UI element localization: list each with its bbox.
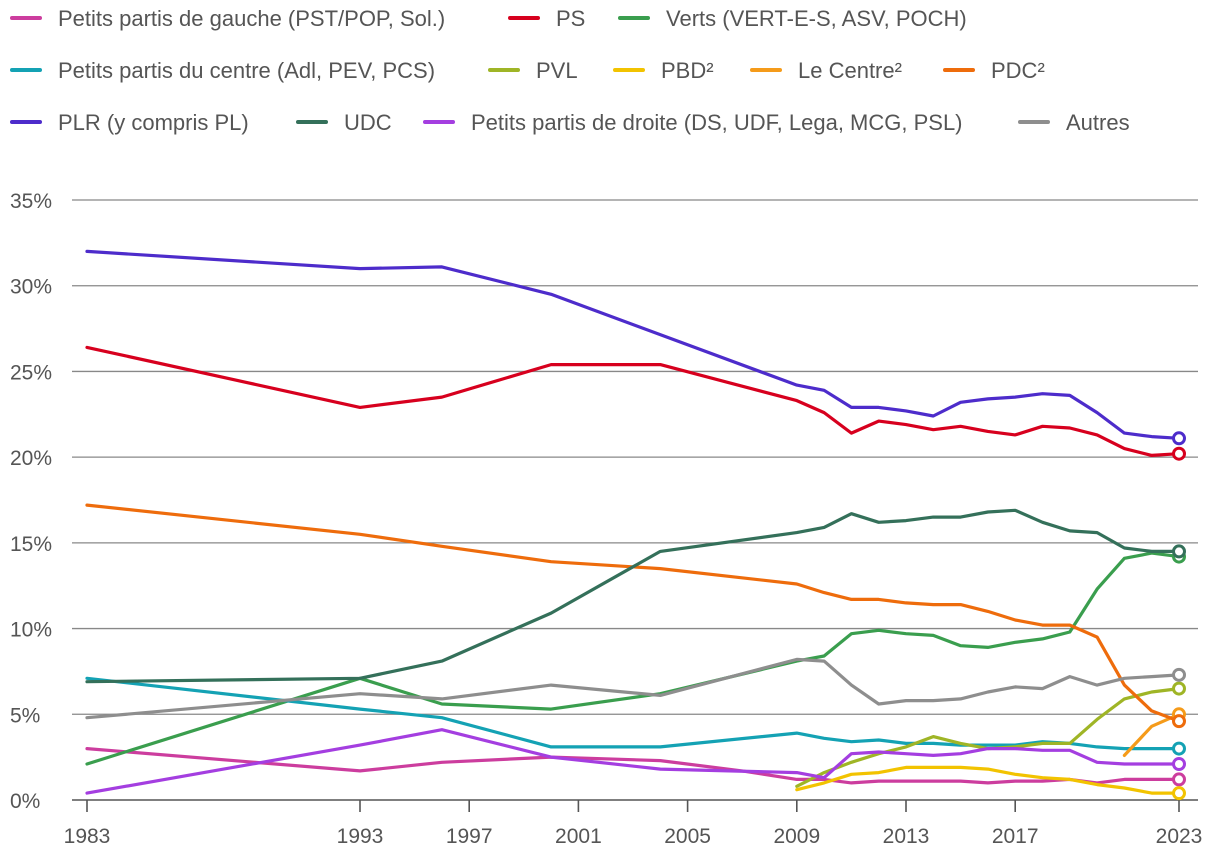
legend-label: PDC² — [991, 58, 1045, 83]
end-marker-petits-partis-du-centre-adl-pev-pcs — [1172, 741, 1186, 756]
y-tick-label: 35% — [10, 190, 52, 213]
series-line-petits-partis-de-droite-ds-udf-lega-mcg-psl — [85, 728, 1181, 795]
legend-label: Petits partis du centre (Adl, PEV, PCS) — [58, 58, 435, 83]
y-tick-label: 20% — [10, 447, 52, 470]
end-marker-pvl — [1172, 681, 1186, 696]
series-lines — [85, 249, 1181, 795]
series-line-udc — [85, 508, 1181, 684]
x-tick-label: 2001 — [555, 825, 602, 848]
series-line-ps — [85, 345, 1181, 457]
legend-item-petits-partis-de-gauche-pst-pop-sol: Petits partis de gauche (PST/POP, Sol.) — [10, 6, 445, 31]
legend-label: PVL — [536, 58, 578, 83]
legend-label: Autres — [1066, 110, 1130, 135]
y-tick-label: 0% — [10, 790, 40, 813]
legend-label: Verts (VERT-E-S, ASV, POCH) — [666, 6, 967, 31]
y-tick-label: 5% — [10, 704, 40, 727]
series-line-autres — [85, 657, 1181, 720]
legend-label: Petits partis de gauche (PST/POP, Sol.) — [58, 6, 445, 31]
legend-item-pvl: PVL — [488, 58, 578, 83]
x-tick-label: 1993 — [337, 825, 384, 848]
x-tick-label: 2013 — [883, 825, 930, 848]
end-marker-udc — [1172, 544, 1186, 559]
x-tick-label: 1997 — [446, 825, 493, 848]
end-marker-petits-partis-de-droite-ds-udf-lega-mcg-psl — [1172, 757, 1186, 771]
gridlines — [72, 199, 1198, 801]
x-tick-label: 1983 — [64, 825, 111, 848]
x-axis-ticks: 1983 1993 1997 2001 2005 2009 2013 2017 2023 — [64, 800, 1203, 848]
legend-label: Petits partis de droite (DS, UDF, Lega, … — [471, 110, 963, 135]
end-marker-autres — [1172, 667, 1186, 682]
end-marker-petits-partis-de-gauche-pst-pop-sol — [1172, 772, 1186, 787]
legend-label: PBD² — [661, 58, 714, 83]
end-marker-pbd — [1172, 786, 1186, 801]
legend-item-le-centre: Le Centre² — [750, 58, 902, 83]
legend: Petits partis de gauche (PST/POP, Sol.) P… — [10, 6, 1130, 135]
y-tick-label: 30% — [10, 276, 52, 299]
legend-item-pdc: PDC² — [943, 58, 1045, 83]
series-end-markers — [1172, 431, 1186, 801]
end-marker-plr-y-compris-pl — [1172, 431, 1186, 446]
x-tick-label: 2023 — [1156, 825, 1203, 848]
y-tick-label: 10% — [10, 619, 52, 642]
legend-label: PLR (y compris PL) — [58, 110, 249, 135]
legend-item-petits-partis-de-droite-ds-udf-lega-mcg-psl: Petits partis de droite (DS, UDF, Lega, … — [423, 110, 963, 135]
series-line-pdc — [85, 503, 1181, 723]
legend-item-udc: UDC — [296, 110, 392, 135]
end-marker-ps — [1172, 446, 1186, 461]
legend-item-ps: PS — [508, 6, 585, 31]
legend-item-pbd: PBD² — [613, 58, 714, 83]
series-line-verts-vert-e-s-asv-poch — [85, 551, 1181, 766]
y-tick-label: 15% — [10, 533, 52, 556]
end-marker-pdc — [1172, 714, 1186, 729]
series-line-pvl — [795, 686, 1181, 788]
series-line-pbd — [795, 765, 1181, 795]
x-tick-label: 2009 — [773, 825, 820, 848]
legend-item-verts-vert-e-s-asv-poch: Verts (VERT-E-S, ASV, POCH) — [618, 6, 967, 31]
legend-label: PS — [556, 6, 585, 31]
x-tick-label: 2017 — [992, 825, 1039, 848]
legend-label: UDC — [344, 110, 392, 135]
legend-label: Le Centre² — [798, 58, 902, 83]
series-line-plr-y-compris-pl — [85, 249, 1181, 440]
legend-item-plr-y-compris-pl: PLR (y compris PL) — [10, 110, 249, 135]
y-axis-ticks: 0% 5% 10% 15% 20% 25% 30% 35% — [10, 190, 52, 813]
y-tick-label: 25% — [10, 361, 52, 384]
legend-item-petits-partis-du-centre-adl-pev-pcs: Petits partis du centre (Adl, PEV, PCS) — [10, 58, 435, 83]
x-tick-label: 2005 — [664, 825, 711, 848]
legend-item-autres: Autres — [1018, 110, 1130, 135]
